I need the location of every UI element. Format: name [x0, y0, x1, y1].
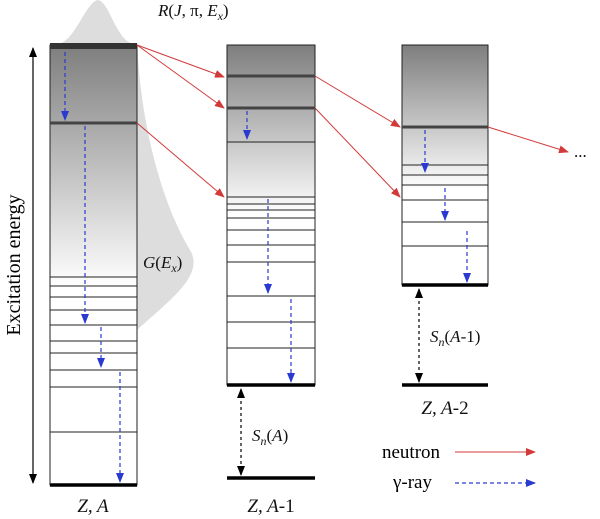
r-distribution	[55, 0, 135, 45]
label-part: R	[157, 1, 169, 20]
label-part: x	[217, 9, 224, 23]
label-part: n	[261, 434, 267, 448]
label-part: )	[283, 426, 289, 445]
r-label: R(J, π, Ex)	[157, 1, 229, 23]
g-label: G(Ex)	[143, 253, 182, 275]
sn-label: Sn(A-1)	[430, 327, 480, 349]
continuation: ...	[574, 142, 587, 161]
label-part: (	[168, 1, 174, 20]
nucleus-a-box	[49, 43, 138, 487]
label-part: G	[143, 253, 155, 272]
label-part: )	[223, 1, 229, 20]
legend-label: γ-ray	[392, 472, 432, 493]
label-part: S	[252, 426, 261, 445]
label-part: -1)	[461, 327, 481, 346]
nucleus-label: Z, A	[77, 496, 109, 517]
label-part: , π,	[182, 1, 208, 20]
legend-label: neutron	[382, 442, 441, 463]
label-part: E	[160, 253, 172, 272]
label-part: Z, A	[421, 398, 453, 419]
label-part: S	[430, 327, 439, 346]
label-part: A	[449, 327, 461, 346]
neutron-arrows	[136, 44, 569, 198]
gamma-arrows	[61, 52, 471, 483]
nucleus-a1-box	[226, 44, 316, 387]
label-part: A	[271, 426, 283, 445]
nucleus-label: Z, A-2	[421, 398, 468, 419]
label-part: (	[267, 426, 273, 445]
label-part: -1	[279, 496, 295, 517]
label-part: n	[439, 335, 445, 349]
axis-label: Excitation energy	[3, 194, 25, 335]
label-part: Z, A	[77, 496, 109, 517]
nucleus-label: Z, A-1	[247, 496, 294, 517]
g-distribution	[137, 40, 194, 330]
label-part: Z, A	[247, 496, 279, 517]
sn-label: Sn(A)	[252, 426, 288, 448]
label-part: x	[170, 261, 177, 275]
label-part: (	[445, 327, 451, 346]
label-part: E	[206, 1, 218, 20]
label-part: J	[174, 1, 183, 20]
label-part: )	[177, 253, 183, 272]
label-part: -2	[453, 398, 469, 419]
label-part: (	[155, 253, 161, 272]
nucleus-a2-box	[401, 44, 489, 287]
